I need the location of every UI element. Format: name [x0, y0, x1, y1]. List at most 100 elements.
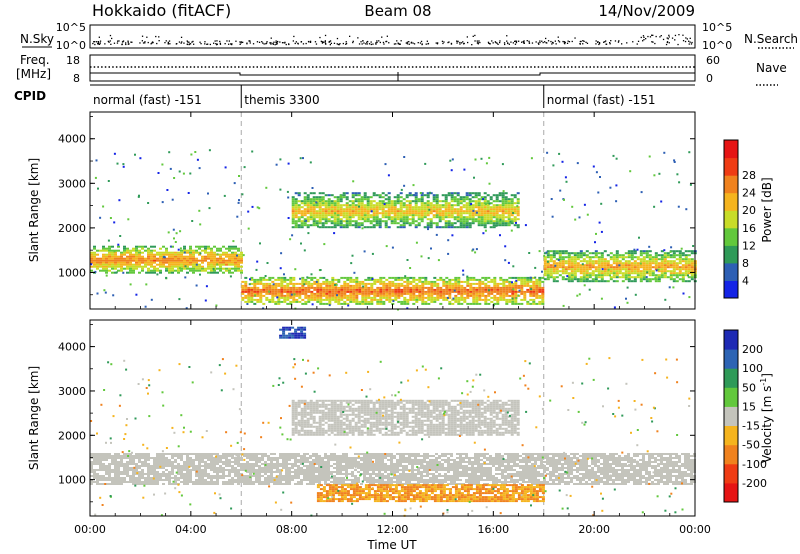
power-cell [483, 200, 487, 203]
velocity-cell [264, 473, 267, 475]
power-cell [330, 220, 334, 223]
power-cell [690, 266, 694, 269]
power-cell [312, 218, 316, 221]
power-cell [222, 271, 225, 274]
velocity-cell [186, 465, 189, 467]
velocity-cell [153, 461, 156, 463]
velocity-cell [96, 463, 99, 465]
power-cell [612, 270, 616, 273]
power-cell [318, 196, 322, 199]
velocity-cell [135, 469, 138, 471]
power-cell [340, 292, 344, 295]
power-cell [633, 276, 637, 279]
power-cell [442, 278, 446, 281]
power-cell [271, 286, 275, 289]
power-cell [660, 274, 664, 277]
power-cell [615, 270, 619, 273]
power-cell [138, 259, 141, 262]
power-cell [469, 282, 473, 285]
power-cell [248, 283, 251, 286]
power-cell [451, 286, 455, 289]
power-cell [438, 206, 442, 209]
power-cell [345, 210, 349, 213]
power-cell [475, 282, 479, 285]
power-cell [415, 286, 419, 289]
power-cell [579, 278, 583, 281]
power-cell [510, 198, 514, 201]
power-cell [477, 210, 481, 213]
power-cell [427, 288, 431, 291]
power-cell [250, 286, 254, 289]
power-cell [477, 202, 481, 205]
velocity-cell [255, 475, 258, 477]
power-cell [585, 266, 589, 269]
power-cell [96, 267, 99, 270]
velocity-cell [207, 459, 210, 461]
power-cell [441, 226, 445, 229]
velocity-cell [141, 469, 144, 471]
power-cell [501, 198, 505, 201]
power-cell [93, 265, 96, 268]
power-cell [504, 259, 507, 262]
power-cell [366, 200, 370, 203]
power-cell [363, 198, 367, 201]
power-cell [201, 269, 204, 272]
power-cell [372, 210, 376, 213]
power-cell [541, 296, 545, 299]
power-cell [481, 298, 485, 301]
power-cell [690, 250, 694, 253]
power-cell [354, 222, 358, 225]
velocity-cell [123, 453, 126, 455]
power-cell [448, 280, 452, 283]
velocity-cell [114, 479, 117, 481]
nsky-dot [266, 41, 268, 43]
power-cell [204, 245, 207, 248]
velocity-cell [279, 465, 282, 467]
velocity-cell [276, 479, 279, 481]
power-cell [351, 202, 355, 205]
velocity-cell [279, 457, 282, 459]
power-cell [375, 210, 379, 213]
power-cell [328, 294, 332, 297]
power-cell [511, 286, 515, 289]
power-cell [543, 252, 547, 255]
nsky-dot [487, 41, 490, 43]
power-cell [594, 260, 598, 263]
nsky-dot [270, 43, 272, 45]
power-cell [538, 286, 542, 289]
power-cell [489, 216, 493, 219]
power-cell [541, 292, 545, 295]
power-cell [615, 274, 619, 277]
nsky-dot [363, 42, 365, 44]
power-cell [376, 286, 380, 289]
power-cell [453, 210, 457, 213]
nsky-dot [186, 43, 188, 45]
power-cell [312, 208, 316, 211]
power-cell [412, 288, 416, 291]
power-cell [645, 254, 649, 257]
power-cell [186, 271, 189, 274]
power-cell [327, 220, 331, 223]
power-cell [512, 212, 515, 214]
power-cell [615, 276, 619, 279]
power-cell [298, 292, 302, 295]
power-cell [502, 296, 506, 299]
power-cell [438, 226, 442, 229]
power-cell [468, 200, 472, 203]
power-cell [378, 212, 382, 215]
power-cell [366, 196, 370, 199]
power-cell [90, 269, 93, 272]
nsky-dot [345, 43, 347, 45]
power-cell [280, 292, 284, 295]
power-cell [196, 158, 199, 161]
velocity-cell [225, 469, 228, 471]
power-cell [549, 260, 553, 263]
power-cell [225, 253, 228, 256]
power-cell [621, 276, 625, 279]
power-cell [444, 222, 448, 225]
velocity-cell [138, 471, 141, 473]
power-cell [651, 262, 655, 265]
power-cell [366, 226, 370, 229]
power-cell [654, 260, 658, 263]
